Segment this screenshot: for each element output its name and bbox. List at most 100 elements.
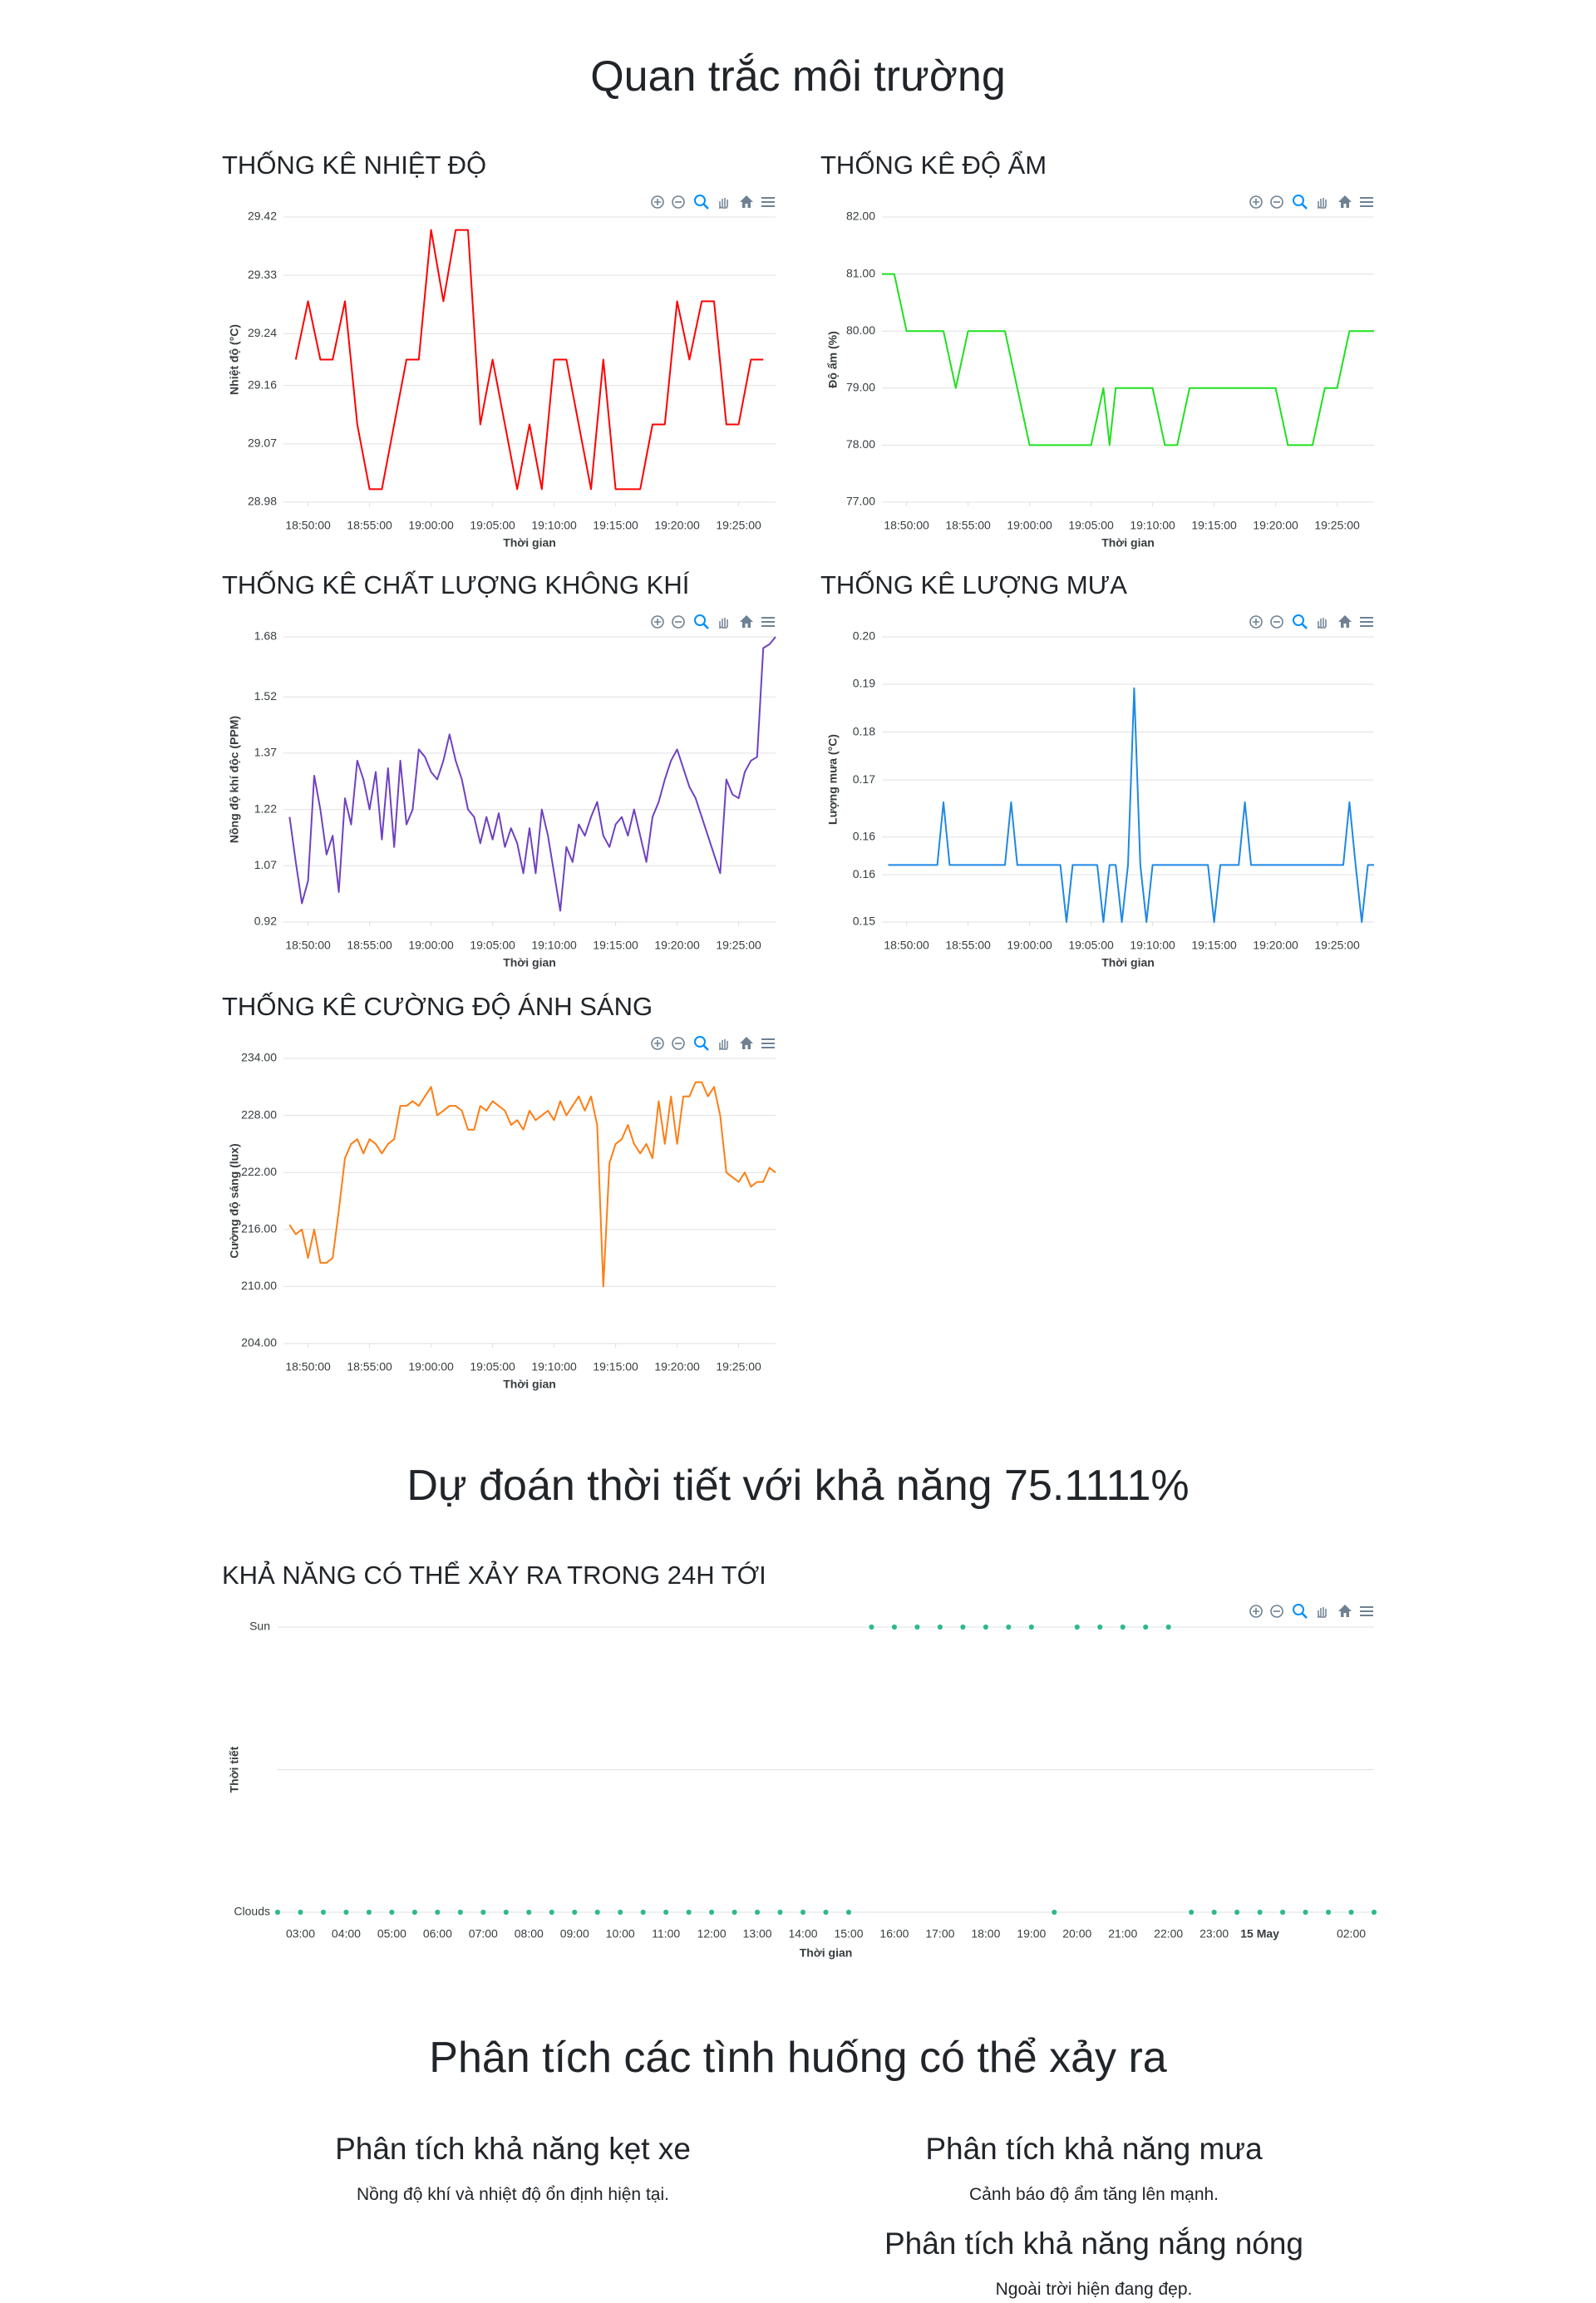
zoom-in-icon[interactable] (1253, 1608, 1259, 1615)
zoom-out-button[interactable] (672, 195, 685, 209)
data-line (288, 636, 776, 912)
zoom-in-icon[interactable] (654, 199, 661, 205)
data-point (1256, 1908, 1264, 1916)
y-tick-label: 77.00 (846, 495, 875, 508)
menu-button[interactable] (761, 617, 775, 627)
data-point (502, 1908, 510, 1916)
y-tick-label: 222.00 (241, 1165, 277, 1178)
x-tick-label: 19:20:00 (654, 519, 700, 532)
data-point (1073, 1623, 1081, 1631)
pan-button[interactable] (1318, 1607, 1327, 1618)
x-tick-label: 19:10:00 (1130, 939, 1175, 952)
selection-zoom-icon[interactable] (702, 623, 709, 629)
menu-button[interactable] (1360, 1606, 1373, 1616)
zoom-in-icon[interactable] (654, 619, 661, 625)
data-point (1188, 1908, 1195, 1916)
y-tick-label: 1.07 (254, 858, 277, 871)
menu-button[interactable] (1360, 197, 1373, 207)
zoom-out-button[interactable] (1270, 615, 1283, 629)
y-axis-title: Nồng độ khí độc (PPM) (228, 716, 241, 843)
zoom-out-button[interactable] (672, 1037, 685, 1050)
selection-zoom-button[interactable] (694, 195, 706, 206)
x-tick-label: 19:00:00 (408, 939, 454, 952)
x-tick-label: 19:20:00 (654, 939, 700, 952)
y-tick-label: 81.00 (846, 266, 875, 279)
reset-button[interactable] (1338, 1605, 1352, 1617)
x-tick-label: 18:55:00 (347, 939, 392, 952)
selection-zoom-icon[interactable] (1301, 203, 1308, 210)
y-tick-label: 29.42 (248, 210, 277, 223)
data-line (294, 229, 764, 491)
selection-zoom-icon[interactable] (702, 1044, 709, 1051)
data-point (731, 1908, 738, 1916)
zoom-out-button[interactable] (672, 615, 685, 629)
x-axis-title: Thời gian (503, 536, 556, 550)
y-axis-title: Lượng mưa (°C) (826, 734, 840, 825)
zoom-in-button[interactable] (1249, 1605, 1263, 1618)
analysis-title: Phân tích các tình huống có thể xảy ra (429, 2034, 1167, 2082)
data-point (342, 1908, 350, 1916)
y-tick-label: 1.37 (254, 746, 277, 759)
zoom-in-icon[interactable] (1253, 199, 1259, 205)
page-title: Quan trắc môi trường (590, 52, 1006, 101)
pan-button[interactable] (719, 618, 728, 629)
x-tick-label: 19:15:00 (1191, 519, 1237, 532)
zoom-in-button[interactable] (651, 1037, 664, 1050)
menu-button[interactable] (761, 1038, 775, 1048)
menu-button[interactable] (1360, 617, 1373, 627)
zoom-in-button[interactable] (1249, 615, 1263, 629)
prediction-chart: Clouds Sun 03:00 04:00 05:00 06:00 07:00 08:00 0… (228, 1604, 1378, 1960)
zoom-in-icon[interactable] (1253, 619, 1259, 625)
chart-title: THỐNG KÊ CƯỜNG ĐỘ ÁNH SÁNG (222, 992, 653, 1021)
x-tick-label: 19:20:00 (654, 1360, 700, 1373)
pan-button[interactable] (1318, 198, 1327, 209)
analysis-heading: Phân tích khả năng kẹt xe (335, 2132, 691, 2166)
zoom-in-button[interactable] (651, 615, 664, 629)
zoom-in-button[interactable] (1249, 195, 1263, 209)
x-tick-label: 19:15:00 (593, 939, 638, 952)
data-point (594, 1908, 601, 1916)
reset-button[interactable] (1338, 195, 1352, 208)
x-tick-label: 19:10:00 (531, 519, 577, 532)
x-tick-label: 19:00:00 (1007, 519, 1052, 532)
y-tick-label: 78.00 (846, 437, 875, 451)
x-tick-label: 02:00 (1337, 1927, 1366, 1941)
x-tick-label: 19:25:00 (716, 519, 761, 532)
selection-zoom-button[interactable] (1293, 1604, 1304, 1615)
x-tick-label: 15:00 (834, 1927, 863, 1941)
pan-button[interactable] (719, 198, 728, 209)
selection-zoom-button[interactable] (694, 614, 706, 626)
reset-button[interactable] (740, 615, 753, 628)
zoom-out-button[interactable] (1270, 195, 1283, 209)
y-tick-label: 1.22 (254, 801, 277, 815)
y-tick-label: 228.00 (241, 1107, 277, 1121)
selection-zoom-button[interactable] (694, 1036, 706, 1048)
data-point (776, 1908, 784, 1916)
x-tick-label: 19:05:00 (1068, 939, 1114, 952)
chart-title: THỐNG KÊ LƯỢNG MƯA (820, 570, 1127, 599)
selection-zoom-icon[interactable] (1301, 1612, 1308, 1619)
zoom-in-icon[interactable] (654, 1040, 661, 1047)
selection-zoom-icon[interactable] (702, 203, 709, 210)
pan-button[interactable] (719, 1039, 728, 1050)
x-tick-label: 18:55:00 (945, 519, 991, 532)
pan-button[interactable] (1318, 618, 1327, 629)
zoom-out-button[interactable] (1270, 1605, 1283, 1618)
x-tick-label: 16:00 (879, 1927, 909, 1941)
x-tick-label: 19:05:00 (470, 939, 515, 952)
selection-zoom-icon[interactable] (1301, 623, 1308, 629)
y-tick-label: 29.07 (248, 436, 277, 450)
reset-button[interactable] (1338, 615, 1352, 628)
x-tick-label: 18:50:00 (285, 519, 331, 532)
menu-button[interactable] (761, 197, 775, 207)
zoom-in-button[interactable] (651, 195, 664, 209)
selection-zoom-button[interactable] (1293, 195, 1304, 206)
x-tick-label: 04:00 (332, 1927, 361, 1941)
x-axis-title: Thời gian (503, 1378, 556, 1391)
reset-button[interactable] (740, 195, 753, 208)
x-tick-label: 13:00 (743, 1927, 772, 1941)
x-tick-label: 18:50:00 (884, 519, 929, 532)
selection-zoom-button[interactable] (1293, 614, 1304, 626)
x-tick-label: 18:50:00 (884, 939, 929, 952)
reset-button[interactable] (740, 1037, 753, 1049)
